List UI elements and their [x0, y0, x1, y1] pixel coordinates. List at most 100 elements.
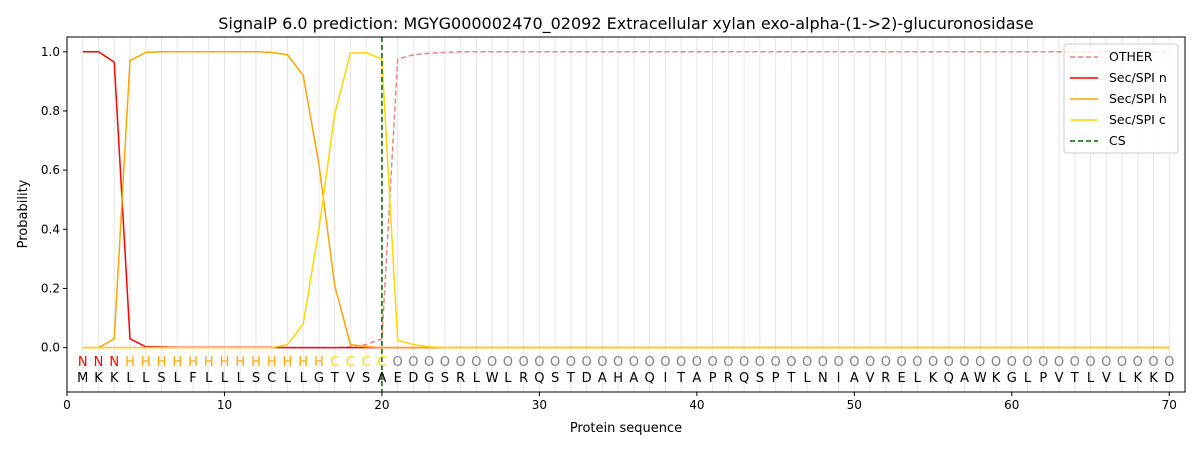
series-line-sec-spi-h [82, 51, 1170, 349]
residue-label: O [959, 355, 969, 370]
residue-label: C [330, 355, 339, 370]
residue-label: O [991, 355, 1001, 370]
residue-label: O [944, 355, 954, 370]
residue-label: H [141, 355, 151, 370]
residue-label: O [393, 355, 403, 370]
residue-label: O [566, 355, 576, 370]
residue-label: O [1101, 355, 1111, 370]
residue-label: O [629, 355, 639, 370]
legend-label: Sec/SPI c [1109, 112, 1166, 127]
residue-label: O [928, 355, 938, 370]
x-tick-label: 20 [374, 398, 389, 412]
x-tick-label: 50 [847, 398, 862, 412]
residue-label: O [613, 355, 623, 370]
residue-label: O [865, 355, 875, 370]
residue-label: O [424, 355, 434, 370]
residue-label: O [1085, 355, 1095, 370]
residue-label: O [833, 355, 843, 370]
residue-label: O [1133, 355, 1143, 370]
y-tick-label: 1.0 [41, 45, 60, 59]
legend-label: CS [1109, 133, 1126, 148]
residue-label: N [78, 355, 88, 370]
residue-label: O [487, 355, 497, 370]
residue-label: O [519, 355, 529, 370]
x-axis-label: Protein sequence [570, 421, 682, 436]
residue-label: O [660, 355, 670, 370]
residue-label: N [109, 355, 119, 370]
y-tick-label: 0.4 [41, 222, 60, 236]
legend-label: Sec/SPI n [1109, 70, 1167, 85]
y-axis-label: Probability [16, 179, 31, 248]
residue-label: H [283, 355, 293, 370]
y-tick-label: 0.8 [41, 104, 60, 118]
legend: OTHER Sec/SPI n Sec/SPI h Sec/SPI c CS [1063, 43, 1179, 154]
x-tick-label: 60 [1004, 398, 1019, 412]
residue-label: H [157, 355, 167, 370]
residue-label: O [1164, 355, 1174, 370]
residue-label: H [172, 355, 182, 370]
residue-label: O [755, 355, 765, 370]
protein-sequence: MKKLLSLFLLLSCLLGTVSAEDGSRLWLRQSTDAHAQITA… [77, 371, 1174, 386]
residue-label: O [849, 355, 859, 370]
x-tick-label: 10 [217, 398, 232, 412]
residue-label: O [1007, 355, 1017, 370]
residue-label: C [346, 355, 355, 370]
residue-label: O [770, 355, 780, 370]
residue-label: O [440, 355, 450, 370]
residue-label: O [534, 355, 544, 370]
residue-label: O [912, 355, 922, 370]
y-tick-label: 0.0 [41, 341, 60, 355]
residue-label: C [377, 355, 386, 370]
plot-frame [66, 36, 1186, 393]
series-line-other [82, 51, 1170, 349]
residue-label: H [314, 355, 324, 370]
residue-label: H [125, 355, 135, 370]
legend-label: OTHER [1109, 49, 1153, 64]
x-tick-label: 0 [63, 398, 71, 412]
residue-label: O [692, 355, 702, 370]
residue-label: H [267, 355, 277, 370]
residue-label: O [881, 355, 891, 370]
y-tick-label: 0.6 [41, 163, 60, 177]
residue-label: O [818, 355, 828, 370]
residue-label: O [471, 355, 481, 370]
series-line-sec-spi-c [82, 51, 1170, 349]
residue-label: O [1148, 355, 1158, 370]
legend-label: Sec/SPI h [1109, 91, 1167, 106]
residue-label: O [408, 355, 418, 370]
residue-label: O [786, 355, 796, 370]
residue-label: H [235, 355, 245, 370]
residue-label: O [975, 355, 985, 370]
residue-label: O [802, 355, 812, 370]
chart-title: SignalP 6.0 prediction: MGYG000002470_02… [218, 14, 1033, 34]
residue-label: H [298, 355, 308, 370]
residue-label: O [645, 355, 655, 370]
residue-label: O [582, 355, 592, 370]
x-tick-label: 30 [532, 398, 547, 412]
residue-label: O [676, 355, 686, 370]
residue-label: O [503, 355, 513, 370]
x-tick-label: 70 [1162, 398, 1177, 412]
residue-label: N [94, 355, 104, 370]
residue-label: C [362, 355, 371, 370]
residue-label: H [204, 355, 214, 370]
residue-label: O [707, 355, 717, 370]
residue-label: H [220, 355, 230, 370]
series-line-sec-spi-n [82, 51, 1170, 349]
residue-label: O [550, 355, 560, 370]
residue-label: H [251, 355, 261, 370]
residue-label: O [723, 355, 733, 370]
residue-label: O [1070, 355, 1080, 370]
residue-label: O [1022, 355, 1032, 370]
residue-label: O [597, 355, 607, 370]
residue-label: O [739, 355, 749, 370]
x-tick-label: 40 [689, 398, 704, 412]
residue-label: O [896, 355, 906, 370]
residue-label: O [456, 355, 466, 370]
legend-box [1063, 43, 1179, 154]
y-tick-label: 0.2 [41, 281, 60, 295]
residue-label: O [1054, 355, 1064, 370]
residue-label: H [188, 355, 198, 370]
residue-label: O [1038, 355, 1048, 370]
